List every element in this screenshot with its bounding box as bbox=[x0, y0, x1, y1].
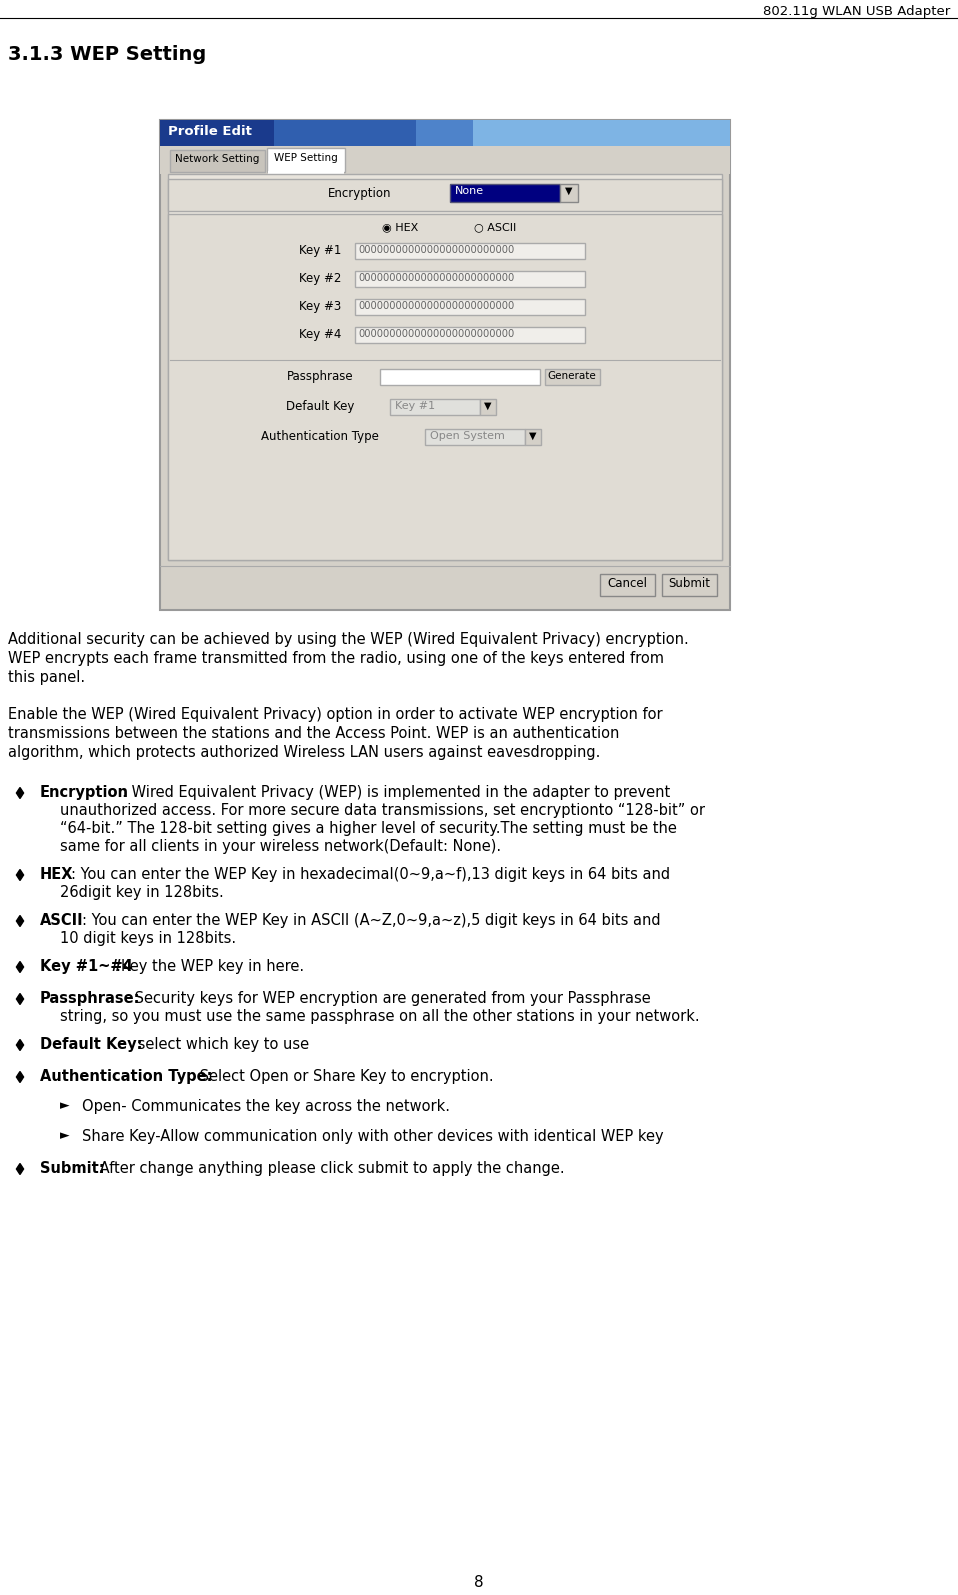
FancyBboxPatch shape bbox=[160, 147, 730, 174]
Polygon shape bbox=[16, 962, 24, 973]
Text: WEP Setting: WEP Setting bbox=[274, 153, 338, 163]
Text: Generate: Generate bbox=[548, 372, 597, 381]
FancyBboxPatch shape bbox=[268, 171, 344, 174]
Text: Encryption: Encryption bbox=[40, 785, 129, 801]
Polygon shape bbox=[16, 1072, 24, 1083]
Text: ►: ► bbox=[60, 1099, 70, 1112]
Text: : You can enter the WEP Key in ASCII (A~Z,0~9,a~z),5 digit keys in 64 bits and: : You can enter the WEP Key in ASCII (A~… bbox=[82, 912, 661, 928]
FancyBboxPatch shape bbox=[417, 120, 730, 147]
FancyBboxPatch shape bbox=[168, 179, 722, 211]
Text: HEX: HEX bbox=[40, 868, 74, 882]
Polygon shape bbox=[16, 869, 24, 880]
Polygon shape bbox=[16, 1040, 24, 1051]
Text: ▼: ▼ bbox=[529, 431, 536, 440]
Text: ASCII: ASCII bbox=[40, 912, 83, 928]
Text: same for all clients in your wireless network(Default: None).: same for all clients in your wireless ne… bbox=[60, 839, 501, 853]
Text: Key #1: Key #1 bbox=[395, 400, 435, 412]
FancyBboxPatch shape bbox=[355, 242, 585, 258]
Text: Default Key:: Default Key: bbox=[40, 1037, 143, 1053]
FancyBboxPatch shape bbox=[480, 399, 496, 415]
Text: ▼: ▼ bbox=[565, 187, 573, 196]
Text: Security keys for WEP encryption are generated from your Passphrase: Security keys for WEP encryption are gen… bbox=[130, 990, 650, 1006]
FancyBboxPatch shape bbox=[168, 174, 722, 560]
Text: Encryption: Encryption bbox=[329, 187, 392, 199]
FancyBboxPatch shape bbox=[355, 298, 585, 314]
Text: select which key to use: select which key to use bbox=[133, 1037, 309, 1053]
Text: 0000000000000000000000000: 0000000000000000000000000 bbox=[358, 301, 514, 311]
Text: unauthorized access. For more secure data transmissions, set encryptionto “128-b: unauthorized access. For more secure dat… bbox=[60, 802, 705, 818]
FancyBboxPatch shape bbox=[355, 327, 585, 343]
Text: 802.11g WLAN USB Adapter: 802.11g WLAN USB Adapter bbox=[763, 5, 950, 18]
Text: string, so you must use the same passphrase on all the other stations in your ne: string, so you must use the same passphr… bbox=[60, 1010, 699, 1024]
Text: Share Key-Allow communication only with other devices with identical WEP key: Share Key-Allow communication only with … bbox=[82, 1129, 664, 1144]
FancyBboxPatch shape bbox=[160, 120, 730, 609]
FancyBboxPatch shape bbox=[380, 368, 540, 384]
Text: ►: ► bbox=[60, 1129, 70, 1142]
Text: 26digit key in 128bits.: 26digit key in 128bits. bbox=[60, 885, 224, 900]
Text: Passphrase:: Passphrase: bbox=[40, 990, 141, 1006]
Text: ▼: ▼ bbox=[484, 400, 491, 412]
Polygon shape bbox=[16, 994, 24, 1005]
Text: None: None bbox=[455, 187, 484, 196]
Text: ◉ HEX: ◉ HEX bbox=[382, 222, 418, 231]
Text: : You can enter the WEP Key in hexadecimal(0~9,a~f),13 digit keys in 64 bits and: : You can enter the WEP Key in hexadecim… bbox=[71, 868, 671, 882]
Text: 3.1.3 WEP Setting: 3.1.3 WEP Setting bbox=[8, 45, 206, 64]
Text: Key #1: Key #1 bbox=[299, 244, 341, 257]
Text: Key #1~#4: Key #1~#4 bbox=[40, 959, 133, 975]
Text: Passphrase: Passphrase bbox=[286, 370, 354, 383]
Polygon shape bbox=[16, 788, 24, 799]
Text: 0000000000000000000000000: 0000000000000000000000000 bbox=[358, 273, 514, 282]
FancyBboxPatch shape bbox=[662, 574, 717, 597]
Text: Select Open or Share Key to encryption.: Select Open or Share Key to encryption. bbox=[195, 1069, 493, 1085]
Text: Default Key: Default Key bbox=[285, 400, 354, 413]
Text: After change anything please click submit to apply the change.: After change anything please click submi… bbox=[95, 1161, 564, 1176]
Text: ○ ASCII: ○ ASCII bbox=[474, 222, 516, 231]
FancyBboxPatch shape bbox=[425, 429, 525, 445]
Text: Profile Edit: Profile Edit bbox=[168, 124, 252, 139]
Polygon shape bbox=[16, 1163, 24, 1174]
Text: “64-bit.” The 128-bit setting gives a higher level of security.The setting must : “64-bit.” The 128-bit setting gives a hi… bbox=[60, 821, 677, 836]
Text: Cancel: Cancel bbox=[607, 577, 647, 590]
Text: Key #4: Key #4 bbox=[299, 329, 341, 341]
Text: 0000000000000000000000000: 0000000000000000000000000 bbox=[358, 246, 514, 255]
Text: this panel.: this panel. bbox=[8, 670, 85, 684]
Text: Key #3: Key #3 bbox=[299, 300, 341, 313]
Text: : Wired Equivalent Privacy (WEP) is implemented in the adapter to prevent: : Wired Equivalent Privacy (WEP) is impl… bbox=[122, 785, 671, 801]
Text: Submit:: Submit: bbox=[40, 1161, 104, 1176]
Text: 0000000000000000000000000: 0000000000000000000000000 bbox=[358, 329, 514, 340]
Text: Key #2: Key #2 bbox=[299, 273, 341, 286]
FancyBboxPatch shape bbox=[390, 399, 480, 415]
FancyBboxPatch shape bbox=[168, 214, 722, 560]
FancyBboxPatch shape bbox=[274, 120, 473, 147]
Text: Open- Communicates the key across the network.: Open- Communicates the key across the ne… bbox=[82, 1099, 450, 1113]
FancyBboxPatch shape bbox=[545, 368, 600, 384]
FancyBboxPatch shape bbox=[355, 271, 585, 287]
FancyBboxPatch shape bbox=[267, 148, 345, 172]
Text: Authentication Type: Authentication Type bbox=[262, 431, 379, 443]
Text: 8: 8 bbox=[474, 1574, 484, 1590]
Text: Enable the WEP (Wired Equivalent Privacy) option in order to activate WEP encryp: Enable the WEP (Wired Equivalent Privacy… bbox=[8, 707, 663, 723]
Text: transmissions between the stations and the Access Point. WEP is an authenticatio: transmissions between the stations and t… bbox=[8, 726, 620, 742]
FancyBboxPatch shape bbox=[450, 183, 560, 203]
Text: Submit: Submit bbox=[668, 577, 710, 590]
Text: 10 digit keys in 128bits.: 10 digit keys in 128bits. bbox=[60, 931, 236, 946]
Text: Additional security can be achieved by using the WEP (Wired Equivalent Privacy) : Additional security can be achieved by u… bbox=[8, 632, 689, 648]
Text: Network Setting: Network Setting bbox=[175, 155, 260, 164]
Text: :Key the WEP key in here.: :Key the WEP key in here. bbox=[116, 959, 304, 975]
FancyBboxPatch shape bbox=[525, 429, 541, 445]
Text: Authentication Type:: Authentication Type: bbox=[40, 1069, 213, 1085]
Polygon shape bbox=[16, 916, 24, 927]
FancyBboxPatch shape bbox=[170, 150, 265, 172]
Text: Open System: Open System bbox=[430, 431, 505, 440]
FancyBboxPatch shape bbox=[160, 120, 730, 147]
FancyBboxPatch shape bbox=[560, 183, 578, 203]
Text: algorithm, which protects authorized Wireless LAN users against eavesdropping.: algorithm, which protects authorized Wir… bbox=[8, 745, 601, 759]
FancyBboxPatch shape bbox=[600, 574, 655, 597]
Text: WEP encrypts each frame transmitted from the radio, using one of the keys entere: WEP encrypts each frame transmitted from… bbox=[8, 651, 664, 667]
